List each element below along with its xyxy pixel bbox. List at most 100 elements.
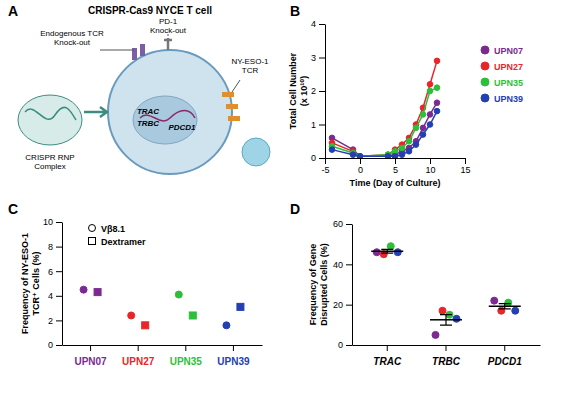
y-axis-title-line: Disrupted Cells (%) [319, 243, 329, 326]
data-point [406, 149, 412, 155]
tick: 4 [48, 291, 62, 301]
tick: -5 [321, 158, 329, 175]
tick: UPN39 [217, 345, 250, 367]
series-line [332, 111, 437, 156]
tick-mark [504, 345, 505, 351]
plot-area [80, 286, 244, 329]
pd1 [164, 38, 172, 50]
tick-label: 8 [48, 242, 53, 252]
target-cell [242, 138, 270, 166]
tick-label: 5 [393, 165, 398, 175]
tick-label: PDCD1 [488, 356, 522, 367]
gene-label: TRBC [137, 119, 159, 128]
tick: TRAC [373, 345, 402, 367]
data-point [434, 100, 440, 106]
data-point [432, 331, 439, 338]
tick-label: UPN39 [217, 356, 250, 367]
tick-mark [319, 158, 325, 159]
guide-rna [25, 107, 76, 120]
gene-label: TRAC [137, 107, 159, 116]
data-point [80, 286, 87, 293]
legend-marker [481, 78, 489, 86]
y-axis: 0246810 [43, 217, 63, 350]
tick: TRBC [432, 345, 461, 367]
tick: UPN27 [122, 345, 155, 367]
data-point [434, 108, 440, 114]
tick-mark [346, 264, 352, 265]
data-point [399, 145, 405, 151]
tick-label: 4 [311, 19, 316, 29]
tick-label: 40 [333, 260, 343, 270]
data-point [392, 154, 398, 158]
data-point [387, 243, 394, 250]
callout-label-line: PD-1 [159, 17, 178, 26]
tick: 3 [311, 53, 325, 63]
x-axis: TRAC TRBC PDCD1 [353, 345, 541, 367]
tick-mark [319, 125, 325, 126]
tick-label: 60 [333, 219, 343, 229]
data-point [439, 307, 446, 314]
callout-label: PD-1Knock-out [150, 17, 187, 35]
tick-label: -5 [321, 165, 329, 175]
data-point [413, 142, 419, 148]
axis-line [62, 223, 63, 346]
endogenous-tcr [140, 44, 145, 56]
tick: 60 [333, 219, 352, 229]
data-point [512, 307, 519, 314]
callout-label-line: Knock-out [54, 38, 91, 47]
tick-mark [56, 271, 62, 272]
y-axis-title-line: TCR⁺ Cells (%) [31, 252, 41, 316]
y-axis-title: Frequency of NY-ESO-1TCR⁺ Cells (%) [20, 233, 41, 334]
ny-eso-1-tcr [228, 116, 240, 121]
data-point [373, 249, 380, 256]
data-point [420, 112, 426, 118]
panel-letter: D [290, 201, 300, 217]
tick-label: 2 [48, 316, 53, 326]
tick-mark [319, 24, 325, 25]
data-point [434, 58, 440, 64]
data-point [189, 312, 196, 319]
tick-mark [465, 158, 466, 164]
figure: ACRISPR-Cas9 NYCE T cellTRACTRBCPDCD1End… [0, 0, 564, 393]
tick: 10 [43, 217, 62, 227]
series-line [332, 88, 437, 157]
data-point [427, 88, 433, 94]
legend-marker [481, 62, 489, 70]
tick-label: 15 [460, 165, 470, 175]
tick: UPN35 [170, 345, 203, 367]
data-point [413, 125, 419, 131]
axis-line [325, 25, 326, 159]
tick-mark [346, 305, 352, 306]
diagram-title: CRISPR-Cas9 NYCE T cell [88, 5, 212, 16]
data-point [350, 152, 356, 158]
tick: UPN07 [74, 345, 107, 367]
tick-label: 0 [311, 153, 316, 163]
callout-label-line: NY-ESO-1 [231, 57, 269, 66]
x-axis: UPN07 UPN27 UPN35 UPN39 [63, 345, 263, 367]
data-point [453, 315, 460, 322]
y-axis-title-line: Frequency of Gene [308, 244, 318, 326]
legend-marker [89, 238, 96, 245]
data-point [357, 154, 363, 158]
legend-marker [481, 46, 489, 54]
data-point [394, 249, 401, 256]
nucleus [133, 96, 197, 144]
data-point [357, 154, 363, 158]
ny-eso-1-tcr [226, 104, 238, 109]
tick-mark [446, 345, 447, 351]
tick-mark [56, 320, 62, 321]
tick-label: 10 [425, 165, 435, 175]
tick-mark [346, 224, 352, 225]
data-point [329, 147, 335, 153]
callout-label: Endogenous TCRKnock-out [40, 29, 104, 47]
ny-eso-1-tcr [222, 92, 234, 97]
panel-d: DTRACTRBCPDCD10204060Frequency of GeneDi… [290, 201, 541, 367]
callout-label: NY-ESO-1TCR [231, 57, 269, 75]
tick-label: 10 [43, 217, 53, 227]
tick-label: 0 [358, 165, 363, 175]
tick-mark [430, 158, 431, 164]
tick: 8 [48, 242, 62, 252]
legend-label: UPN39 [494, 94, 523, 104]
legend-label: Vβ8.1 [101, 224, 125, 234]
tick: 10 [425, 158, 435, 175]
